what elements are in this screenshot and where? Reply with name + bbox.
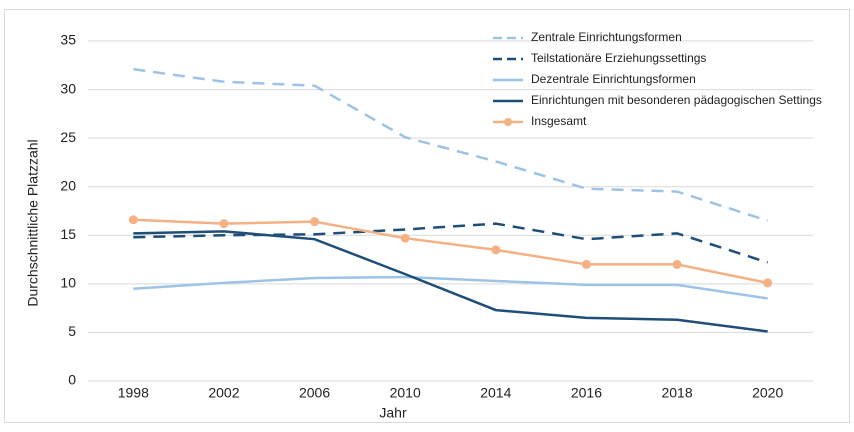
- series-line: [133, 67, 769, 222]
- series-marker: [672, 259, 682, 269]
- x-tick-label: 2018: [661, 385, 692, 401]
- y-tick-label: 0: [68, 372, 76, 388]
- legend-marker: [504, 118, 512, 126]
- legend-label: Teilstationäre Erziehungssettings: [531, 51, 706, 65]
- x-tick-label: 1998: [118, 385, 149, 401]
- legend-label: Zentrale Einrichtungsformen: [531, 30, 682, 44]
- legend-label: Dezentrale Einrichtungsformen: [531, 72, 696, 86]
- series-marker: [128, 215, 138, 225]
- series-marker: [763, 278, 773, 288]
- series-marker: [310, 217, 320, 227]
- frame: [4, 9, 850, 423]
- series-marker: [400, 233, 410, 243]
- series-marker: [219, 219, 229, 229]
- y-tick-label: 20: [60, 177, 76, 193]
- x-tick-label: 2010: [390, 385, 421, 401]
- y-tick-label: 35: [60, 32, 76, 48]
- y-tick-label: 25: [60, 129, 76, 145]
- y-axis-label: Durchschnittliche Platzzahl: [25, 139, 41, 306]
- x-tick-label: 2006: [299, 385, 330, 401]
- x-tick-label: 2014: [480, 385, 511, 401]
- series-line: [133, 275, 768, 300]
- y-tick-label: 15: [60, 226, 76, 242]
- legend-label: Einrichtungen mit besonderen pädagogisch…: [531, 93, 822, 107]
- series-marker: [491, 245, 501, 255]
- legend-label: Insgesamt: [531, 114, 587, 128]
- x-tick-label: 2020: [752, 385, 783, 401]
- series-marker: [581, 259, 591, 269]
- series-line: [133, 222, 769, 264]
- x-tick-label: 2002: [208, 385, 239, 401]
- series-line: [133, 218, 768, 285]
- y-tick-label: 10: [60, 275, 76, 291]
- x-axis-label: Jahr: [379, 405, 407, 421]
- y-tick-label: 30: [60, 80, 76, 96]
- series-line: [133, 230, 768, 333]
- y-tick-label: 5: [68, 323, 76, 339]
- x-tick-label: 2016: [571, 385, 602, 401]
